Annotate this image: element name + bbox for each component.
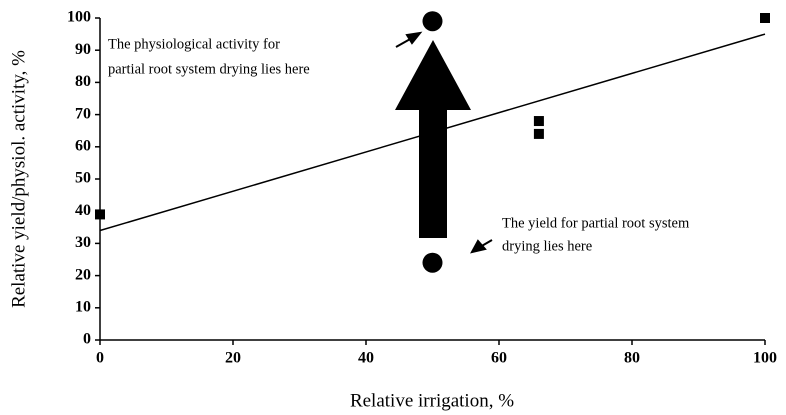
x-tick-label: 20 (225, 350, 241, 367)
y-tick-label: 30 (75, 234, 91, 251)
x-tick-label: 40 (358, 350, 374, 367)
square-point (533, 116, 544, 127)
pointer-head (470, 239, 487, 254)
x-tick-label: 100 (753, 350, 777, 367)
big-arrow (395, 40, 471, 238)
y-tick-label: 60 (75, 137, 91, 154)
y-tick-label: 10 (75, 298, 91, 315)
x-axis-title: Relative irrigation, % (350, 390, 514, 411)
annotation-arrows (395, 31, 493, 254)
square-point (95, 209, 105, 220)
circle-point (422, 252, 443, 273)
x-tick-label: 80 (624, 350, 640, 367)
y-tick-label: 100 (67, 9, 91, 26)
square-point (533, 128, 544, 139)
annotation: The yield for partial root system (502, 215, 690, 231)
annotation: partial root system drying lies here (108, 61, 310, 77)
y-tick-label: 40 (75, 202, 91, 219)
y-tick-label: 50 (75, 170, 91, 187)
square-point (760, 13, 770, 23)
y-tick-label: 20 (75, 266, 91, 283)
y-tick-label: 80 (75, 73, 91, 90)
x-tick-label: 60 (491, 350, 507, 367)
trend-line (99, 33, 766, 232)
y-tick-label: 0 (83, 331, 91, 348)
annotation: The physiological activity for (108, 36, 280, 52)
pointer-head (405, 31, 423, 45)
y-tick-label: 70 (75, 105, 91, 122)
circle-point (422, 11, 443, 32)
annotation: drying lies here (502, 238, 592, 254)
y-axis-title: Relative yield/physiol. activity, % (8, 50, 29, 308)
y-tick-label: 90 (75, 41, 91, 58)
x-tick-label: 0 (96, 350, 104, 367)
